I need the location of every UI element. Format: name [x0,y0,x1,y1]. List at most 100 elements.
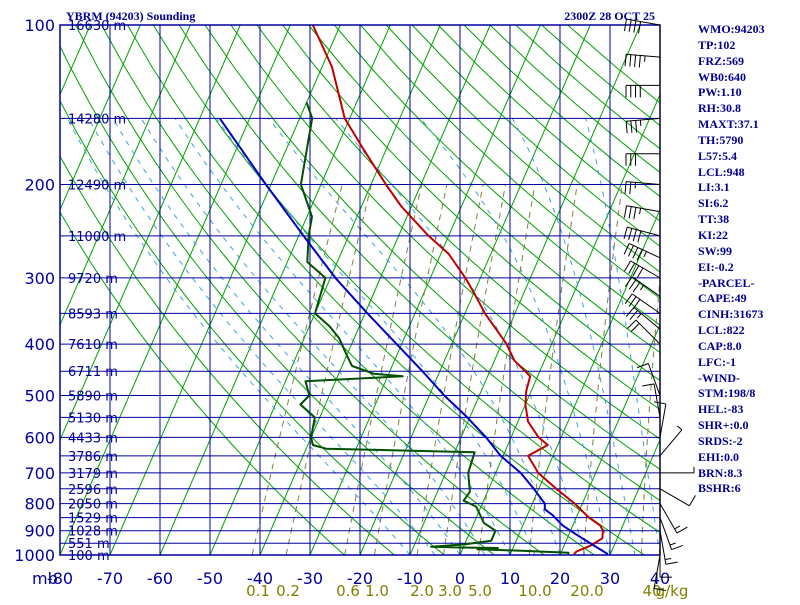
pressure-tick-label: 500 [24,386,55,405]
wind-barb-feather [638,231,641,243]
height-label: 11000 m [68,230,126,245]
wind-barb-feather [635,182,636,188]
height-label: 5890 m [68,389,118,404]
index-line: TT:38 [698,212,798,228]
wind-barb-feather [672,545,683,549]
wind-barb-feather [635,55,636,67]
wind-barb-staff [660,404,666,437]
wind-barb-feather [629,263,635,273]
wind-barb-feather [624,206,626,218]
wind-barb-feather [640,285,643,290]
mixing-ratio-line [444,185,506,556]
isotherm-line [360,25,590,555]
height-label: 4433 m [68,431,118,446]
sounding-series [220,25,608,554]
wind-barb-staff [660,489,689,506]
index-line: LCL:822 [698,323,798,339]
wind-barb-feather [689,495,695,505]
moist-adiabat-line [421,118,610,555]
moist-adiabat-line [512,118,635,555]
mixing-ratio-tick-label: 0.1 [246,582,270,600]
index-line: SI:6.2 [698,196,798,212]
index-line: FRZ:569 [698,54,798,70]
wind-barb-feather [634,207,636,219]
wind-barb-feather [633,282,640,292]
pressure-tick-label: 100 [24,16,55,35]
wind-barb-staff [660,531,666,564]
y-axis-unit-label: mb [32,569,58,588]
index-line: SW:99 [698,244,798,260]
mixing-ratio-tick-label: 3.0 [438,582,462,600]
pressure-tick-label: 1000 [14,546,55,565]
wind-barb-staff [654,384,660,417]
isotherm-line [460,25,690,555]
index-line: TP:102 [698,38,798,54]
wind-barb-feather [675,526,680,529]
height-label: 6711 m [68,365,118,380]
height-label: 3179 m [68,467,118,482]
wind-barb-feather [666,562,678,564]
index-line: BSHR:6 [698,481,798,497]
mixing-ratio-tick-label: 2.0 [410,582,434,600]
wind-barb [660,467,694,473]
wind-barb [625,54,660,67]
dry-adiabat-lines [0,25,800,555]
wind-barb-feather [625,54,626,66]
index-line: STM:198/8 [698,386,798,402]
isotherm-lines [0,25,800,555]
wind-barb-feather [633,230,636,242]
height-label: 2050 m [68,498,118,513]
wind-barb-feather [637,314,641,319]
wind-barb-feather [625,261,631,271]
wind-barb [637,364,660,396]
height-label: 7610 m [68,338,118,353]
mixing-ratio-tick-label: 1.0 [365,582,389,600]
pressure-tick-label: 700 [24,464,55,483]
index-line: L57:5.4 [698,149,798,165]
height-label: 5130 m [68,411,118,426]
wind-barb-feather [645,56,646,62]
moist-adiabat-line [89,118,435,555]
index-line: -WIND- [698,371,798,387]
index-line: KI:22 [698,228,798,244]
moist-adiabat-line [269,118,560,555]
index-line: BRN:8.3 [698,466,798,482]
mixing-ratio-line [641,185,669,556]
wind-barb-feather [626,307,634,316]
wind-barb [626,85,660,97]
height-label: 3786 m [68,450,118,465]
mixing-ratio-line [479,185,535,556]
wind-barb-feather [639,55,640,67]
pressure-tick-label: 400 [24,335,55,354]
wind-barb-column [624,19,695,590]
wind-barb-feather [625,182,626,194]
pressure-tick-label: 200 [24,176,55,195]
index-line: TH:5790 [698,133,798,149]
wind-barb-staff [660,518,672,550]
wind-barb [625,277,660,297]
mixing-ratio-tick-label: 20.0 [570,582,603,600]
index-line: CAP:8.0 [698,339,798,355]
wind-barb [660,489,695,506]
index-line: RH:30.8 [698,101,798,117]
chart-datetime: 2300Z 28 OCT 25 [564,9,655,23]
dewpoint-profile-line [300,102,568,554]
index-line: LCL:948 [698,165,798,181]
wind-barb-feather [677,527,687,533]
dry-adiabat-line [0,25,394,555]
wind-barb-feather [629,228,632,240]
moist-adiabat-line [141,118,485,555]
mixing-ratio-line [584,185,623,556]
mixing-ratio-line [374,185,447,556]
mixing-ratio-line [286,185,371,556]
wind-barb [660,426,682,456]
temperature-tick-label: -60 [147,569,173,588]
wind-barb-staff [631,261,660,278]
index-line: MAXT:37.1 [698,117,798,133]
wind-barb-staff [627,206,660,212]
height-label: 12490 m [68,179,126,194]
mixing-ratio-tick-label: 10.0 [518,582,551,600]
